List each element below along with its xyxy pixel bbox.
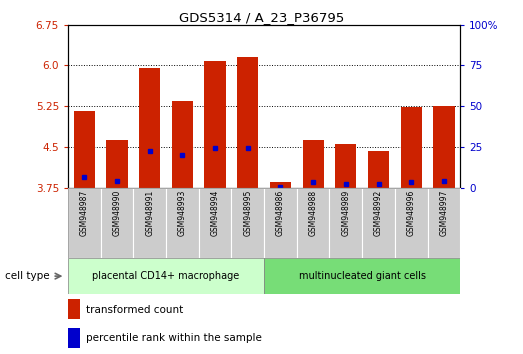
Text: GSM948994: GSM948994 [211, 190, 220, 236]
Text: GSM948987: GSM948987 [80, 190, 89, 236]
Bar [199, 188, 231, 258]
Bar [302, 141, 324, 188]
Bar [433, 106, 454, 188]
Bar [133, 188, 166, 258]
Text: multinucleated giant cells: multinucleated giant cells [299, 271, 426, 281]
Bar [428, 188, 460, 258]
Bar [106, 141, 128, 188]
Text: GSM948997: GSM948997 [439, 190, 448, 236]
Bar [264, 258, 460, 294]
Bar [68, 258, 264, 294]
Text: GSM948993: GSM948993 [178, 190, 187, 236]
Bar [401, 107, 422, 188]
Text: GDS5314 / A_23_P36795: GDS5314 / A_23_P36795 [179, 11, 344, 24]
Text: transformed count: transformed count [86, 305, 183, 315]
Text: GSM948996: GSM948996 [407, 190, 416, 236]
Bar [204, 61, 226, 188]
Bar [297, 188, 329, 258]
Text: GSM948986: GSM948986 [276, 190, 285, 236]
Bar [172, 101, 193, 188]
Bar [166, 188, 199, 258]
Bar [100, 188, 133, 258]
Text: percentile rank within the sample: percentile rank within the sample [86, 333, 262, 343]
Text: cell type: cell type [5, 271, 50, 281]
Text: GSM948989: GSM948989 [342, 190, 350, 236]
Bar [139, 68, 161, 188]
Bar [68, 188, 100, 258]
Bar [335, 144, 357, 188]
Bar [68, 299, 79, 319]
Bar [68, 328, 79, 348]
Bar [368, 151, 389, 188]
Bar [264, 188, 297, 258]
Bar [329, 188, 362, 258]
Bar [395, 188, 428, 258]
Bar [270, 182, 291, 188]
Bar [231, 188, 264, 258]
Text: GSM948988: GSM948988 [309, 190, 317, 236]
Text: GSM948992: GSM948992 [374, 190, 383, 236]
Text: placental CD14+ macrophage: placental CD14+ macrophage [93, 271, 240, 281]
Text: GSM948991: GSM948991 [145, 190, 154, 236]
Bar [237, 57, 258, 188]
Text: GSM948990: GSM948990 [112, 190, 121, 236]
Bar [74, 110, 95, 188]
Text: GSM948995: GSM948995 [243, 190, 252, 236]
Bar [362, 188, 395, 258]
